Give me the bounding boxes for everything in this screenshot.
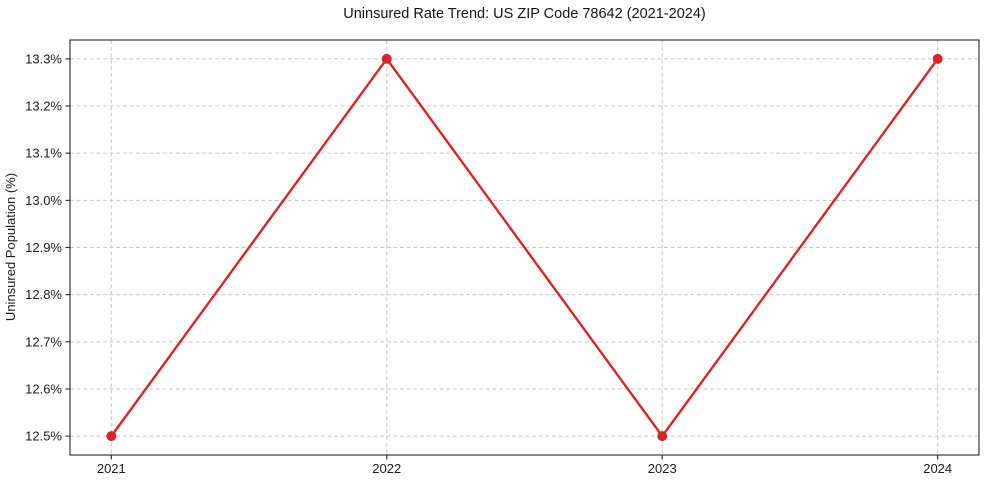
x-tick-label: 2022 [372, 461, 401, 476]
y-axis-title: Uninsured Population (%) [3, 173, 18, 321]
x-tick-label: 2024 [923, 461, 952, 476]
data-point-marker [657, 431, 668, 442]
data-point-marker [381, 53, 392, 64]
x-tick-label: 2021 [97, 461, 126, 476]
y-tick-label: 12.7% [25, 334, 62, 349]
y-tick-label: 12.5% [25, 429, 62, 444]
x-tick-label: 2023 [648, 461, 677, 476]
y-tick-label: 12.6% [25, 381, 62, 396]
y-tick-label: 13.2% [25, 99, 62, 114]
y-tick-label: 13.0% [25, 193, 62, 208]
y-tick-label: 12.8% [25, 287, 62, 302]
y-tick-label: 12.9% [25, 240, 62, 255]
y-tick-label: 13.3% [25, 51, 62, 66]
axis-ticks [65, 58, 939, 460]
grid-lines [70, 40, 979, 455]
y-tick-labels: 12.5% 12.6% 12.7% 12.8% 12.9% 13.0% 13.1% 13.2%… [25, 51, 62, 443]
x-tick-labels: 2021 2022 2023 2024 [97, 461, 952, 476]
series-markers [106, 53, 943, 442]
data-point-marker [106, 431, 117, 442]
data-point-marker [932, 53, 943, 64]
y-tick-label: 13.1% [25, 146, 62, 161]
chart-title: Uninsured Rate Trend: US ZIP Code 78642 … [343, 6, 706, 22]
series-line [110, 57, 939, 438]
